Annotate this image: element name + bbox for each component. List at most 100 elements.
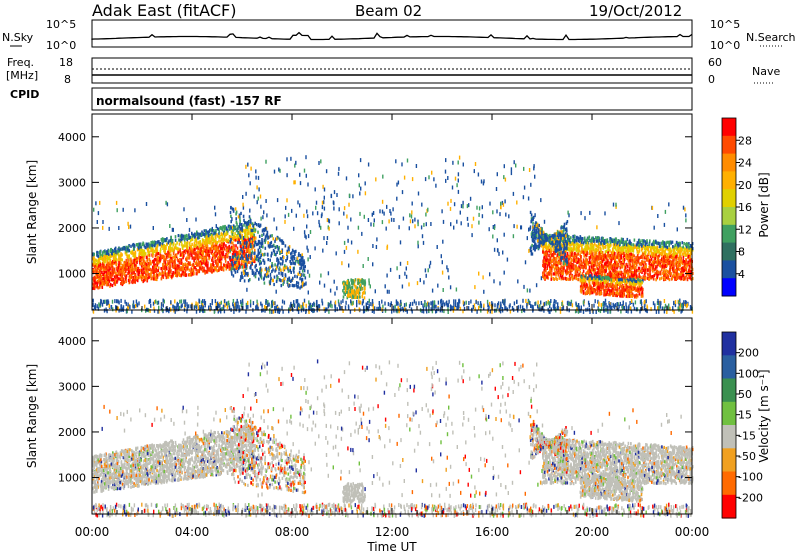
data-cell bbox=[603, 273, 606, 277]
data-cell bbox=[157, 252, 160, 256]
data-cell bbox=[569, 277, 571, 281]
data-cell bbox=[552, 272, 555, 276]
data-cell bbox=[171, 257, 173, 261]
data-cell bbox=[195, 260, 198, 264]
data-cell bbox=[638, 249, 641, 253]
data-cell bbox=[148, 266, 150, 270]
data-cell bbox=[621, 284, 623, 288]
data-cell bbox=[118, 263, 120, 268]
data-cell bbox=[159, 258, 161, 262]
data-cell bbox=[685, 267, 688, 271]
data-cell bbox=[124, 267, 127, 271]
data-cell bbox=[613, 269, 615, 273]
data-cell bbox=[600, 238, 603, 242]
data-cell bbox=[177, 251, 179, 255]
data-cell bbox=[574, 264, 577, 268]
data-cell bbox=[198, 250, 200, 254]
data-cell bbox=[674, 243, 677, 247]
data-cell bbox=[589, 247, 591, 251]
data-cell bbox=[127, 263, 129, 267]
data-cell bbox=[186, 266, 189, 270]
data-cell bbox=[143, 271, 145, 275]
data-cell bbox=[244, 245, 247, 249]
data-cell bbox=[663, 273, 665, 277]
data-cell bbox=[658, 260, 660, 265]
data-cell bbox=[580, 290, 583, 294]
data-cell bbox=[545, 252, 547, 256]
data-cell bbox=[570, 242, 573, 246]
data-cell bbox=[583, 264, 585, 268]
data-cell bbox=[241, 252, 244, 256]
data-cell bbox=[229, 263, 232, 267]
data-cell bbox=[212, 258, 214, 262]
data-cell bbox=[147, 244, 149, 248]
data-cell bbox=[659, 241, 661, 245]
data-cell bbox=[177, 234, 180, 238]
data-cell bbox=[135, 265, 137, 269]
data-cell bbox=[596, 278, 599, 282]
data-cell bbox=[597, 248, 600, 252]
data-cell bbox=[602, 258, 605, 262]
data-cell bbox=[153, 263, 155, 267]
data-cell bbox=[663, 258, 665, 262]
data-cell bbox=[681, 261, 684, 266]
data-cell bbox=[574, 240, 576, 244]
data-cell bbox=[117, 258, 119, 262]
data-cell bbox=[677, 256, 679, 260]
data-cell bbox=[625, 283, 628, 287]
data-cell bbox=[593, 245, 595, 249]
data-cell bbox=[661, 264, 663, 268]
data-cell bbox=[161, 274, 163, 278]
data-cell bbox=[125, 245, 127, 249]
data-cell bbox=[134, 263, 136, 267]
data-cell bbox=[591, 291, 594, 295]
data-cell bbox=[672, 245, 674, 249]
data-cell bbox=[249, 240, 251, 244]
data-cell bbox=[637, 281, 640, 285]
data-cell bbox=[136, 258, 139, 262]
data-cell bbox=[646, 255, 648, 259]
data-cell bbox=[121, 265, 124, 269]
data-cell bbox=[568, 235, 570, 239]
data-cell bbox=[130, 250, 132, 254]
data-cell bbox=[690, 245, 692, 250]
data-cell bbox=[617, 272, 620, 276]
data-cell bbox=[629, 289, 632, 293]
data-cell bbox=[178, 238, 180, 242]
data-cell bbox=[680, 271, 682, 275]
data-cell bbox=[644, 252, 647, 256]
data-cell bbox=[574, 271, 577, 275]
data-cell bbox=[142, 251, 145, 256]
data-cell bbox=[688, 273, 690, 277]
data-cell bbox=[652, 245, 655, 249]
data-cell bbox=[651, 269, 654, 273]
data-cell bbox=[150, 271, 152, 275]
data-cell bbox=[595, 236, 597, 240]
data-cell bbox=[567, 277, 569, 281]
data-cell bbox=[614, 269, 616, 273]
power-data-layer bbox=[92, 155, 694, 314]
data-cell bbox=[289, 265, 291, 270]
data-cell bbox=[624, 274, 626, 278]
data-cell bbox=[224, 234, 226, 238]
data-cell bbox=[551, 258, 554, 263]
data-cell bbox=[200, 245, 203, 250]
data-cell bbox=[652, 259, 655, 263]
data-cell bbox=[561, 274, 564, 278]
data-cell bbox=[557, 261, 559, 265]
nsky-right-tick-top: 10^5 bbox=[710, 18, 740, 31]
data-cell bbox=[134, 274, 136, 278]
data-cell bbox=[96, 274, 99, 279]
data-cell bbox=[146, 242, 149, 246]
data-cell bbox=[104, 280, 107, 284]
data-cell bbox=[251, 236, 254, 240]
data-cell bbox=[181, 245, 184, 249]
data-cell bbox=[546, 264, 549, 268]
data-cell bbox=[94, 258, 97, 262]
data-cell bbox=[97, 286, 100, 290]
data-cell bbox=[151, 240, 154, 244]
data-cell bbox=[584, 262, 586, 266]
data-cell bbox=[142, 259, 145, 263]
data-cell bbox=[231, 258, 234, 262]
data-cell bbox=[605, 240, 607, 244]
